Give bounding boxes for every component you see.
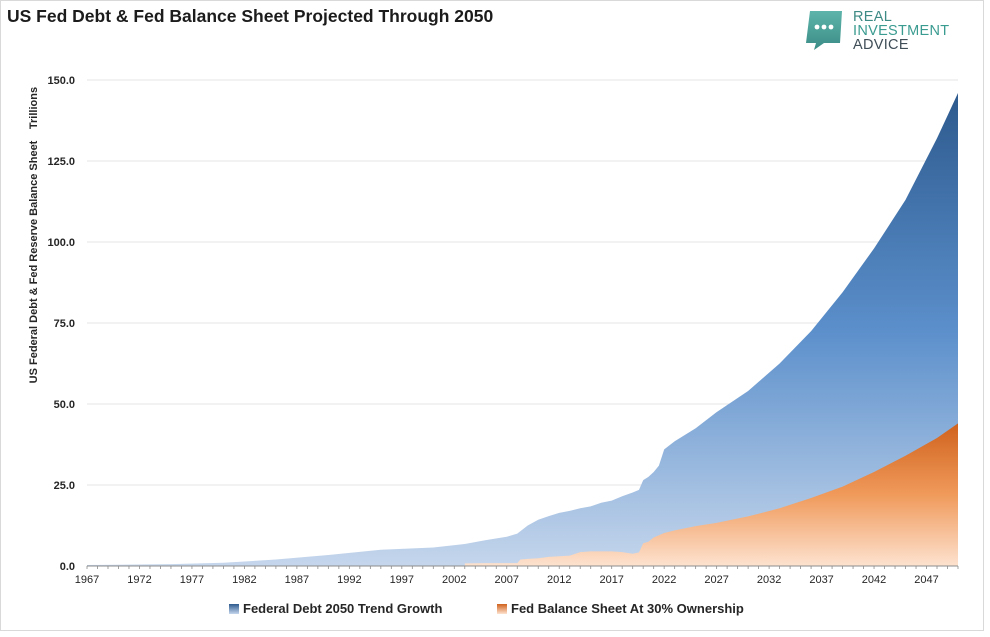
speech-bubble-icon — [806, 11, 842, 50]
x-tick-label: 2042 — [862, 574, 886, 586]
y-tick-label: 100.0 — [47, 237, 75, 249]
series-areas — [87, 93, 958, 566]
x-tick-label: 1982 — [232, 574, 256, 586]
series-area-fed-balance-sheet — [464, 423, 958, 566]
brand-line-1: REAL — [853, 9, 893, 25]
series-area-federal-debt — [87, 93, 958, 566]
legend-swatch-debt — [229, 603, 239, 614]
legend: Federal Debt 2050 Trend Growth Fed Balan… — [0, 601, 984, 617]
x-tick-label: 2032 — [757, 574, 781, 586]
x-tick-label: 2002 — [442, 574, 466, 586]
y-axis-ticks: 0.0 25.0 50.0 75.0 100.0 125.0 150.0 — [47, 75, 75, 573]
x-tick-label: 2022 — [652, 574, 676, 586]
y-tick-label: 0.0 — [60, 561, 75, 573]
y-tick-label: 50.0 — [54, 399, 75, 411]
brand-wordmark: REAL INVESTMENT ADVICE — [853, 9, 950, 53]
x-tick-label: 1997 — [390, 574, 414, 586]
y-tick-label: 25.0 — [54, 480, 75, 492]
x-tick-label: 2007 — [495, 574, 519, 586]
legend-label-fed: Fed Balance Sheet At 30% Ownership — [511, 601, 744, 616]
legend-item-fed: Fed Balance Sheet At 30% Ownership — [497, 601, 744, 616]
x-tick-label: 1992 — [337, 574, 361, 586]
y-tick-label: 75.0 — [54, 318, 75, 330]
brand-line-3: ADVICE — [853, 37, 909, 53]
legend-swatch-fed — [497, 603, 507, 614]
x-tick-label: 2037 — [809, 574, 833, 586]
x-tick-label: 1972 — [127, 574, 151, 586]
brand-line-2: INVESTMENT — [853, 23, 950, 39]
x-tick-label: 2027 — [704, 574, 728, 586]
x-tick-label: 2047 — [914, 574, 938, 586]
y-tick-label: 150.0 — [47, 75, 75, 87]
legend-label-debt: Federal Debt 2050 Trend Growth — [243, 601, 443, 616]
x-axis: 1967 1972 1977 1982 1987 1992 1997 2002 2007 2012… — [75, 565, 959, 586]
x-tick-label: 1967 — [75, 574, 99, 586]
x-tick-label: 2012 — [547, 574, 571, 586]
chart-title: US Fed Debt & Fed Balance Sheet Projecte… — [7, 6, 494, 26]
y-tick-label: 125.0 — [47, 156, 75, 168]
brand-logo: REAL INVESTMENT ADVICE — [802, 9, 972, 55]
x-tick-label: 1987 — [285, 574, 309, 586]
legend-item-debt: Federal Debt 2050 Trend Growth — [229, 601, 442, 616]
x-tick-label: 2017 — [599, 574, 623, 586]
x-tick-label: 1977 — [180, 574, 204, 586]
